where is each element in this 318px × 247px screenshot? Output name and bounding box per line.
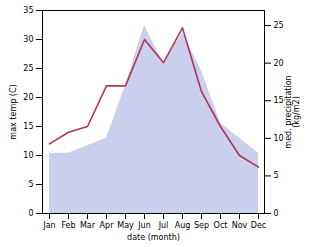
svg-text:15: 15 (274, 96, 284, 105)
svg-text:35: 35 (23, 6, 33, 15)
svg-text:med. precipitation(kg/m2): med. precipitation(kg/m2) (284, 75, 301, 148)
svg-text:0: 0 (274, 209, 279, 218)
svg-text:25: 25 (23, 64, 33, 73)
svg-text:15: 15 (23, 122, 33, 131)
svg-text:max temp (C): max temp (C) (9, 84, 18, 139)
svg-text:Oct: Oct (214, 221, 228, 230)
svg-text:10: 10 (23, 151, 33, 160)
svg-text:30: 30 (23, 35, 33, 44)
svg-text:Sep: Sep (194, 221, 209, 230)
svg-text:20: 20 (23, 93, 33, 102)
svg-text:May: May (117, 221, 134, 230)
svg-text:Feb: Feb (61, 221, 75, 230)
svg-text:5: 5 (28, 180, 33, 189)
svg-text:Apr: Apr (100, 221, 115, 230)
svg-text:0: 0 (28, 209, 33, 218)
svg-text:Nov: Nov (232, 221, 248, 230)
svg-text:10: 10 (274, 134, 284, 143)
svg-text:Jun: Jun (137, 221, 151, 230)
svg-text:20: 20 (274, 59, 284, 68)
svg-text:date (month): date (month) (127, 233, 180, 242)
svg-text:Dec: Dec (251, 221, 266, 230)
svg-text:Mar: Mar (80, 221, 96, 230)
svg-text:5: 5 (274, 171, 279, 180)
svg-text:Aug: Aug (175, 221, 191, 230)
svg-text:25: 25 (274, 21, 284, 30)
svg-text:Jul: Jul (158, 221, 169, 230)
svg-text:Jan: Jan (42, 221, 55, 230)
